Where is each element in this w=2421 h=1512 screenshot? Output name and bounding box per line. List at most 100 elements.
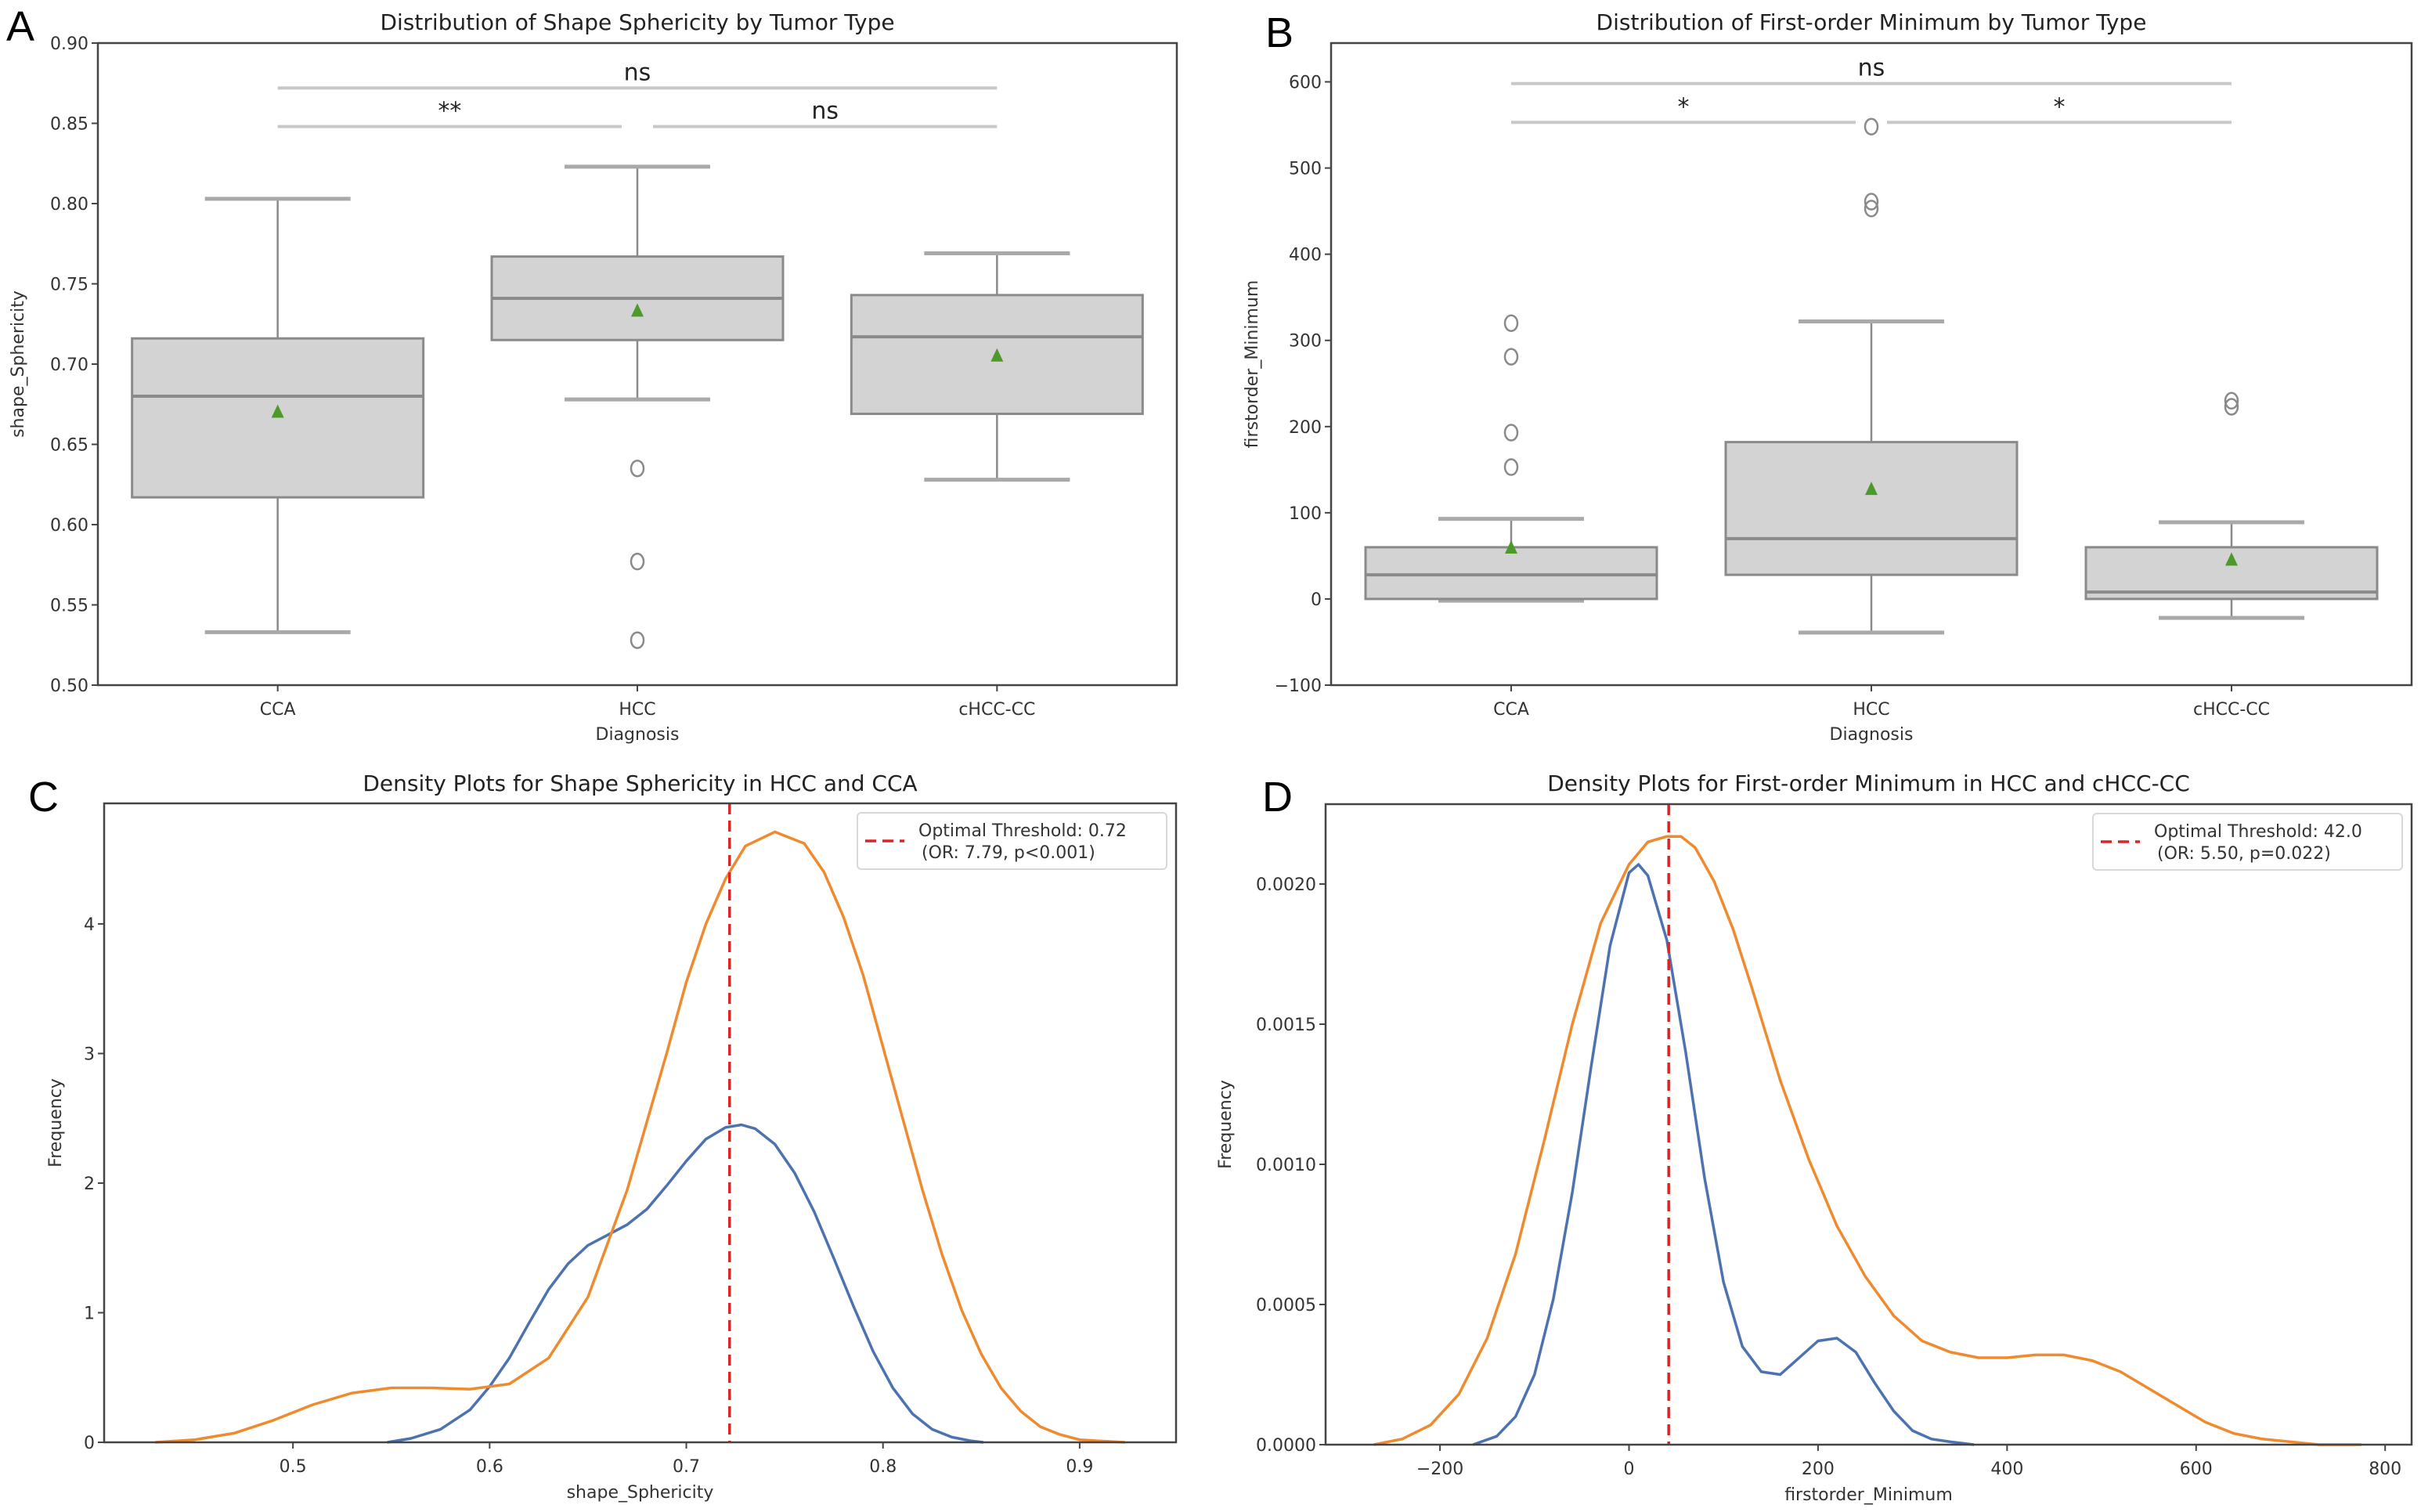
panel-c-density: Density Plots for Shape Sphericity in HC… [46,770,1178,1503]
y-tick-label: 0.0020 [1256,875,1316,895]
x-tick-label: HCC [619,700,655,720]
y-tick-label: 0.60 [50,516,88,536]
outlier-point [1503,424,1519,442]
y-tick-label: 0.50 [50,677,88,696]
panel-letter-b: B [1265,9,1293,56]
outlier-point [1864,200,1879,218]
significance-label: ns [811,98,839,125]
y-axis-label: firstorder_Minimum [1243,280,1262,449]
x-axis-label: firstorder_Minimum [1784,1485,1953,1505]
y-tick-label: 1 [84,1304,95,1323]
y-tick-label: 100 [1289,504,1322,524]
y-tick-label: 0.90 [50,34,88,54]
x-tick-label: 600 [2180,1460,2213,1479]
legend-frame [2092,813,2403,871]
outlier-point [630,552,645,571]
y-tick-label: 0.55 [50,597,88,616]
y-tick-label: 500 [1289,160,1322,179]
box-group-hcc [1724,117,2019,635]
x-tick-label: 0.9 [1066,1457,1093,1477]
x-tick-label: cHCC-CC [2193,700,2270,720]
significance-label: ns [1858,55,1885,82]
axes-frame [1330,41,2413,687]
y-tick-label: 0 [84,1434,95,1453]
chart-title: Density Plots for First-order Minimum in… [1547,770,2190,796]
y-tick-label: 3 [84,1045,95,1064]
y-tick-label: 0.0015 [1256,1016,1316,1035]
y-tick-label: 400 [1289,246,1322,265]
outlier-point [630,460,645,478]
y-axis-label: Frequency [46,1078,66,1167]
legend-line-2: (OR: 5.50, p=0.022) [2157,844,2331,864]
mean-marker [990,348,1004,362]
y-tick-label: 0.0000 [1256,1436,1316,1456]
y-tick-label: 0.0005 [1256,1296,1316,1315]
x-tick-label: CCA [260,700,296,720]
x-axis-label: Diagnosis [1830,725,1914,745]
x-tick-label: HCC [1853,700,1889,720]
y-tick-label: −100 [1275,677,1322,696]
outlier-point [630,631,645,649]
outlier-point [1503,348,1519,366]
panel-letter-a: A [6,3,34,50]
mean-marker [271,404,284,418]
outlier-point [1503,458,1519,476]
y-axis-label: shape_Sphericity [9,290,28,438]
box-group-hcc [490,164,785,649]
chart-title: Distribution of First-order Minimum by T… [1597,9,2147,35]
panel-a-boxplot: Distribution of Shape Sphericity by Tumo… [9,9,1178,745]
mean-marker [2225,552,2238,566]
y-tick-label: 0.0010 [1256,1156,1316,1175]
y-tick-label: 600 [1289,74,1322,93]
y-tick-label: 0.80 [50,195,88,215]
y-tick-label: 0 [1311,590,1322,610]
legend-line-1: Optimal Threshold: 42.0 [2154,822,2362,842]
x-tick-label: 0.7 [673,1457,700,1477]
x-tick-label: 0 [1623,1460,1634,1479]
legend-frame [857,812,1167,870]
mean-marker [1865,482,1878,496]
mean-marker [1505,539,1517,554]
legend-line-1: Optimal Threshold: 0.72 [918,821,1127,841]
significance-label: ns [624,59,651,86]
box-group-chcc-cc [850,251,1144,482]
axes-frame [1324,803,2413,1446]
x-tick-label: 0.5 [280,1457,307,1477]
density-curve-blue-density [387,1123,983,1444]
x-tick-label: cHCC-CC [958,700,1035,720]
box-group-cca [1364,314,1658,603]
y-tick-label: 300 [1289,332,1322,352]
outlier-point [2224,392,2239,410]
significance-label: * [2054,93,2066,121]
outlier-point [1503,314,1519,332]
panel-letter-d: D [1262,774,1293,821]
panel-b-boxplot: Distribution of First-order Minimum by T… [1243,9,2413,745]
legend-line-2: (OR: 7.79, p<0.001) [922,843,1095,863]
legend: Optimal Threshold: 42.0(OR: 5.50, p=0.02… [2092,813,2403,871]
x-tick-label: 200 [1802,1460,1835,1479]
significance-label: * [1678,93,1690,121]
y-tick-label: 0.65 [50,436,88,456]
x-tick-label: 0.8 [869,1457,897,1477]
box-group-cca [131,197,425,634]
y-tick-label: 0.75 [50,276,88,295]
x-tick-label: 0.6 [476,1457,503,1477]
chart-title: Distribution of Shape Sphericity by Tumo… [380,9,894,35]
density-curve-blue-density [1472,863,1975,1446]
x-tick-label: CCA [1493,700,1529,720]
x-axis-label: shape_Sphericity [567,1483,714,1503]
iqr-box [1724,441,2019,576]
iqr-box [131,337,425,499]
outlier-point [1864,117,1879,136]
y-tick-label: 2 [84,1175,95,1194]
panel-d-density: Density Plots for First-order Minimum in… [1216,770,2413,1505]
density-curve-orange-density [1373,835,2361,1446]
legend: Optimal Threshold: 0.72(OR: 7.79, p<0.00… [857,812,1167,870]
axes-frame [103,802,1178,1444]
y-tick-label: 0.85 [50,115,88,135]
x-tick-label: 800 [2369,1460,2401,1479]
significance-label: ** [438,98,461,125]
outlier-point [2224,398,2239,416]
y-tick-label: 0.70 [50,355,88,375]
